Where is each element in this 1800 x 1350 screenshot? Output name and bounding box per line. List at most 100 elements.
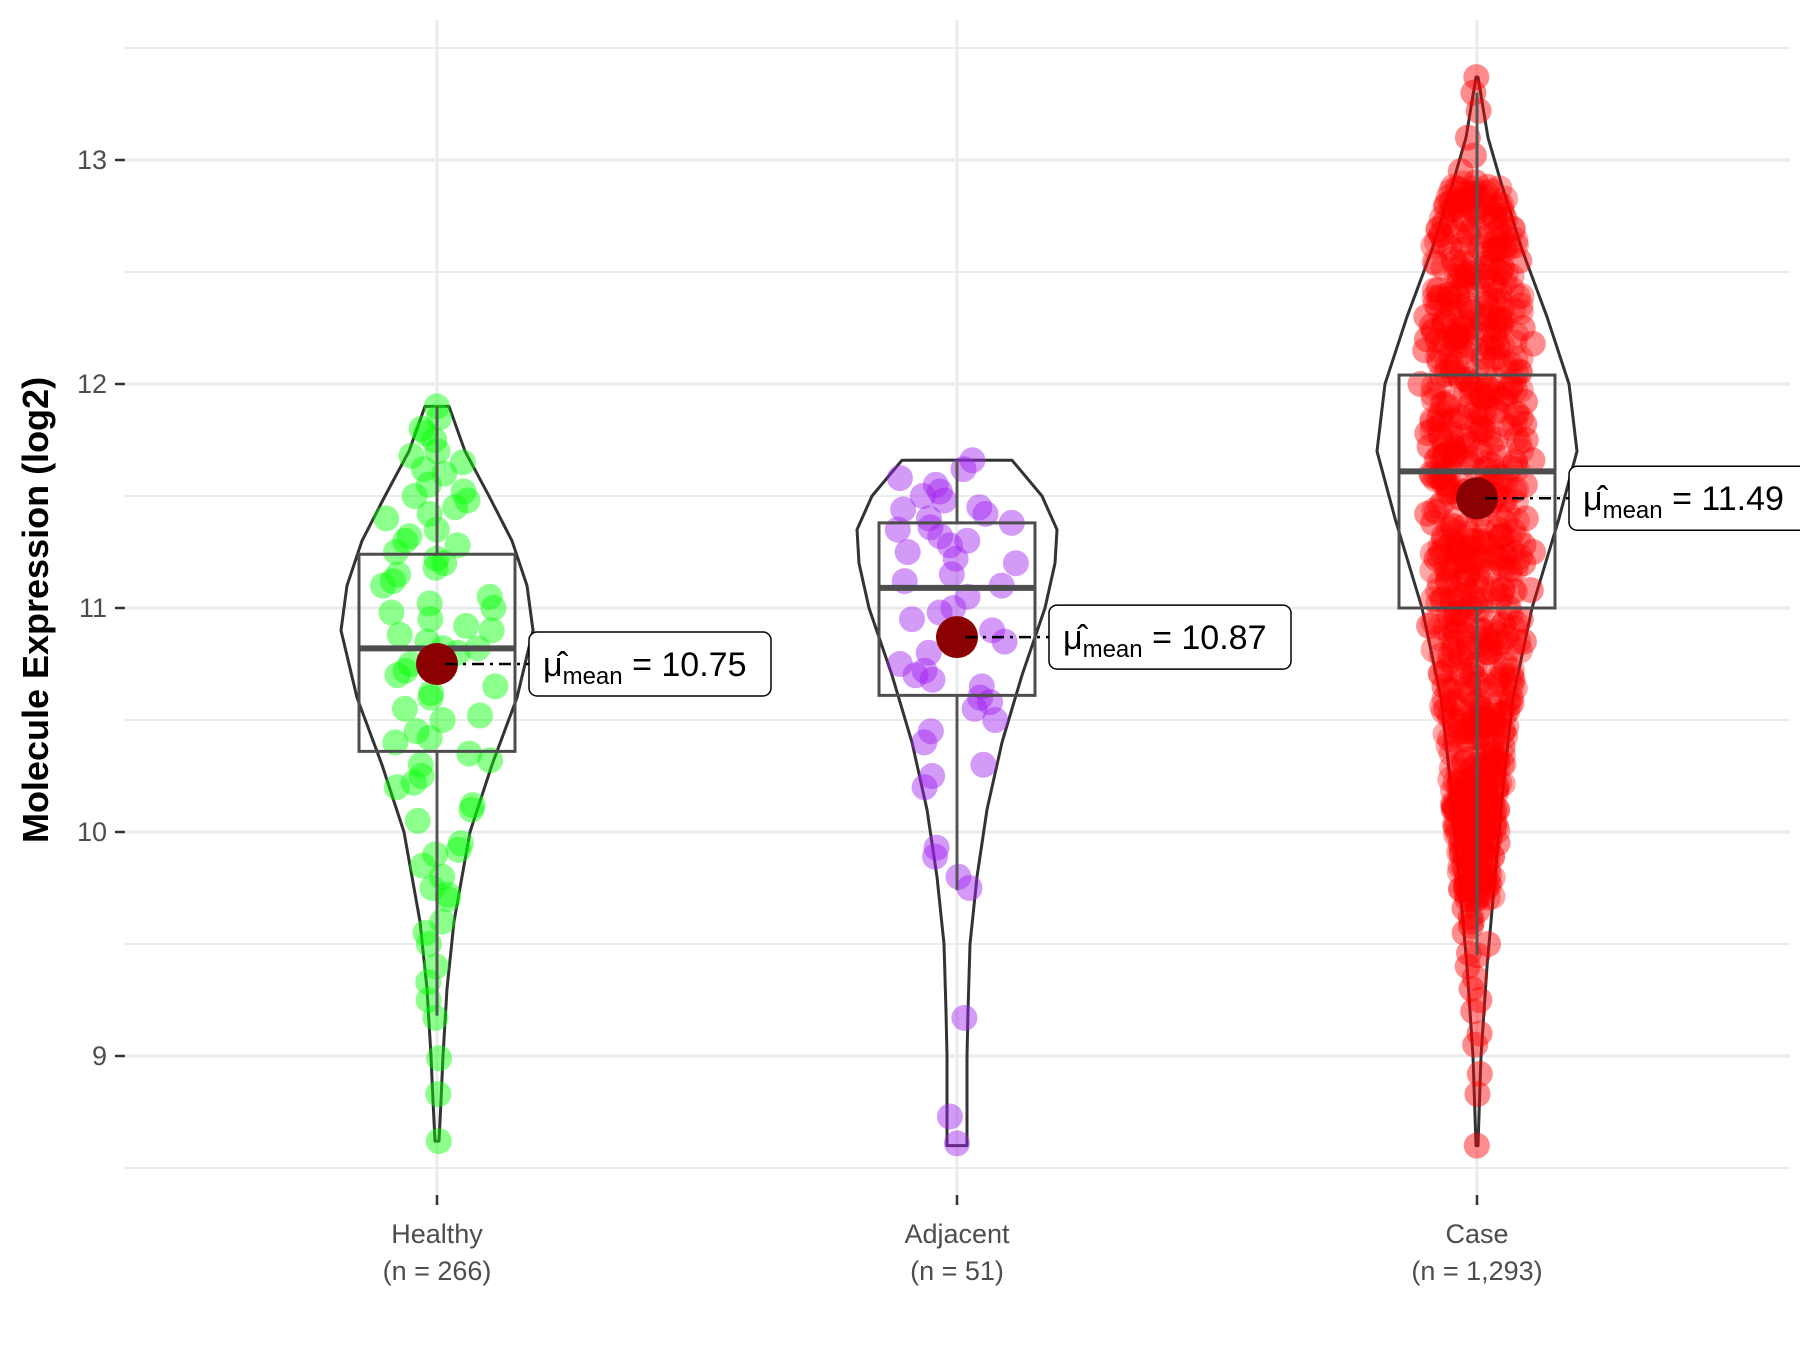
- data-point: [1462, 180, 1489, 207]
- data-point: [1453, 561, 1480, 588]
- mean-label-box: [528, 631, 772, 697]
- data-point: [1435, 184, 1462, 211]
- data-point: [1442, 351, 1469, 377]
- data-point: [1454, 845, 1481, 872]
- data-point: [1432, 330, 1459, 357]
- data-point: [1466, 615, 1493, 642]
- data-point: [1477, 826, 1503, 853]
- data-point: [1459, 546, 1486, 573]
- data-point: [1452, 621, 1479, 648]
- data-point: [1502, 360, 1529, 387]
- data-point: [1446, 255, 1473, 282]
- data-point: [1451, 783, 1478, 810]
- data-point: [1483, 225, 1510, 252]
- data-point: [1490, 717, 1517, 744]
- data-point: [1477, 798, 1503, 825]
- data-point: [1420, 636, 1447, 663]
- data-point: [931, 487, 958, 514]
- data-point: [1488, 192, 1515, 219]
- data-point: [1498, 690, 1525, 717]
- data-point: [459, 792, 486, 819]
- data-point: [1440, 173, 1467, 200]
- data-point: [1482, 275, 1509, 301]
- mean-label-text: μ̂mean = 10.87: [1063, 619, 1266, 663]
- data-point: [1455, 793, 1482, 819]
- data-point: [1442, 619, 1469, 646]
- data-point: [1419, 557, 1446, 584]
- data-point: [1447, 779, 1473, 806]
- data-point: [966, 494, 993, 521]
- data-point: [1452, 262, 1479, 289]
- data-point: [911, 774, 938, 801]
- data-point: [1444, 175, 1470, 202]
- data-point: [1494, 688, 1521, 715]
- data-point: [1510, 628, 1537, 655]
- mean-label-text: μ̂mean = 10.75: [543, 646, 746, 690]
- data-point: [1485, 690, 1512, 717]
- data-point: [1440, 790, 1467, 817]
- data-point: [1484, 796, 1511, 823]
- data-point: [1475, 421, 1502, 448]
- data-point: [412, 919, 439, 946]
- data-point: [1481, 236, 1508, 263]
- data-point: [454, 487, 481, 514]
- data-point: [1484, 796, 1510, 823]
- data-point: [1482, 426, 1509, 453]
- data-point: [1493, 713, 1520, 740]
- data-point: [408, 415, 435, 442]
- data-point: [1421, 248, 1448, 275]
- data-point: [1502, 345, 1529, 372]
- data-point: [1500, 518, 1527, 545]
- data-point: [1461, 182, 1488, 209]
- data-point: [1445, 535, 1472, 562]
- data-point: [1451, 675, 1478, 702]
- data-point: [1471, 519, 1498, 546]
- data-point: [1480, 609, 1507, 636]
- data-point: [967, 684, 994, 711]
- data-point: [385, 561, 412, 588]
- data-point: [1480, 754, 1507, 781]
- data-point: [1491, 269, 1518, 296]
- data-point: [1479, 729, 1506, 756]
- data-point: [1419, 409, 1446, 436]
- data-point: [476, 583, 503, 610]
- data-point: [1447, 292, 1474, 319]
- data-point: [1485, 315, 1512, 342]
- data-point: [391, 695, 418, 722]
- data-point: [1460, 701, 1487, 728]
- data-point: [1461, 804, 1488, 831]
- data-point: [1431, 527, 1457, 554]
- data-point: [1476, 862, 1503, 888]
- data-point: [1490, 577, 1516, 604]
- data-point: [1480, 709, 1507, 736]
- data-point: [1489, 576, 1516, 602]
- data-point: [447, 830, 474, 857]
- data-point: [1454, 220, 1481, 246]
- data-point: [1453, 881, 1480, 907]
- data-point: [1448, 659, 1475, 686]
- data-point: [1462, 590, 1489, 617]
- data-point: [1427, 283, 1454, 310]
- data-point: [1436, 726, 1463, 753]
- data-point: [1483, 255, 1510, 282]
- data-point: [410, 456, 437, 483]
- data-point: [1466, 882, 1493, 909]
- data-point: [1431, 442, 1458, 469]
- data-point: [1467, 695, 1494, 722]
- data-point: [1421, 497, 1448, 524]
- data-point: [1474, 173, 1501, 200]
- data-point: [917, 514, 944, 541]
- data-point: [1436, 389, 1463, 416]
- data-point: [1468, 415, 1495, 442]
- data-point: [434, 881, 461, 908]
- data-point: [1512, 505, 1539, 532]
- data-point: [1500, 296, 1527, 323]
- data-point: [1480, 288, 1507, 314]
- data-point: [1431, 312, 1458, 339]
- data-point: [1461, 812, 1488, 839]
- data-point: [1433, 191, 1460, 218]
- data-point: [1496, 526, 1523, 553]
- data-point: [478, 617, 505, 644]
- data-point: [1502, 556, 1529, 583]
- data-point: [1512, 427, 1539, 453]
